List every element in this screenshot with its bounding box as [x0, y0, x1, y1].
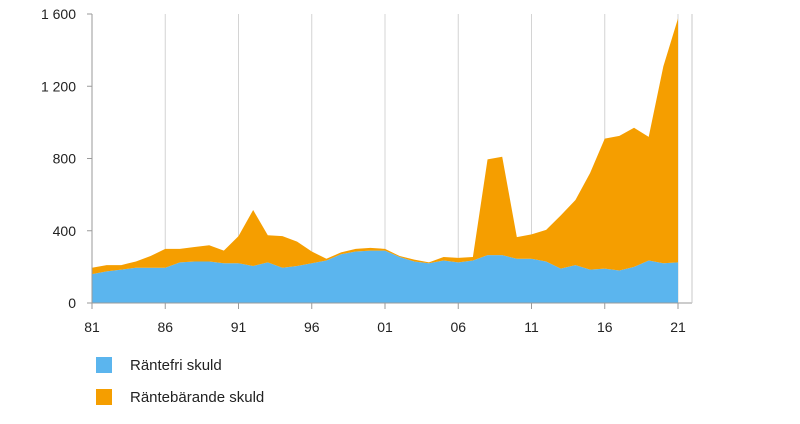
x-tick-label: 86	[157, 319, 173, 335]
area-series-1	[92, 18, 678, 275]
stacked-area-chart: 0 400 800 1 200 1 600 81 86 91 96 01 06 11 16 21	[41, 6, 693, 335]
x-tick-label: 16	[597, 319, 613, 335]
x-tick-label: 96	[304, 319, 320, 335]
vertical-gridlines	[164, 14, 679, 303]
legend-item-rantefri: Räntefri skuld	[96, 352, 264, 378]
area-series-layer	[92, 18, 678, 303]
y-tick-label: 400	[53, 223, 77, 239]
y-tick-label: 1 200	[41, 78, 76, 94]
axes: 0 400 800 1 200 1 600 81 86 91 96 01 06 11 16 21	[41, 6, 693, 335]
x-tick-label: 01	[377, 319, 393, 335]
y-tick-label: 800	[53, 151, 77, 167]
legend-label-rantebarande: Räntebärande skuld	[130, 388, 265, 406]
x-tick-label: 11	[524, 319, 539, 335]
legend-item-rantebarande: Räntebärande skuld	[96, 384, 264, 410]
legend-swatch-rantebarande	[96, 389, 112, 405]
x-tick-label: 81	[84, 319, 100, 335]
x-tick-label: 21	[670, 319, 686, 335]
legend-swatch-rantefri	[96, 357, 112, 373]
y-tick-label: 0	[68, 295, 76, 311]
area-series-0	[92, 250, 678, 303]
x-tick-label: 91	[231, 319, 247, 335]
x-tick-label: 06	[450, 319, 466, 335]
legend: Räntefri skuld Räntebärande skuld	[96, 352, 264, 416]
y-tick-label: 1 600	[41, 6, 76, 22]
legend-label-rantefri: Räntefri skuld	[130, 356, 222, 374]
